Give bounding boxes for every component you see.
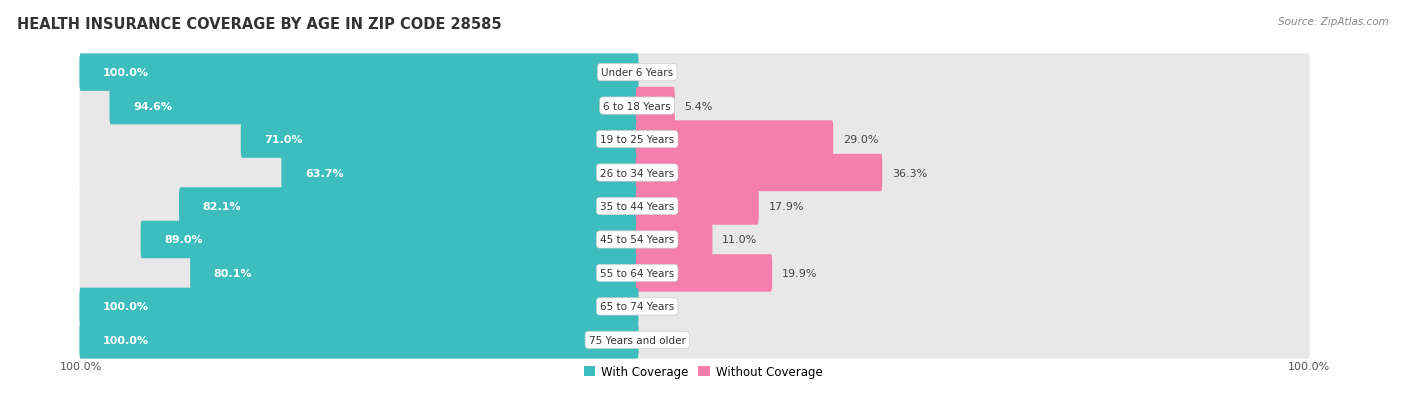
FancyBboxPatch shape [79,321,638,359]
Text: 0.0%: 0.0% [648,68,676,78]
Text: 11.0%: 11.0% [723,235,758,245]
Text: 29.0%: 29.0% [844,135,879,145]
Text: 71.0%: 71.0% [264,135,302,145]
Text: 19 to 25 Years: 19 to 25 Years [600,135,675,145]
Text: 63.7%: 63.7% [305,168,343,178]
Text: 100.0%: 100.0% [103,335,149,345]
Text: Under 6 Years: Under 6 Years [602,68,673,78]
FancyBboxPatch shape [636,54,1310,92]
FancyBboxPatch shape [79,88,638,125]
FancyBboxPatch shape [79,321,638,359]
Text: 45 to 54 Years: 45 to 54 Years [600,235,675,245]
FancyBboxPatch shape [79,154,638,192]
FancyBboxPatch shape [636,121,1310,159]
FancyBboxPatch shape [179,188,638,225]
FancyBboxPatch shape [636,188,1310,225]
Text: 0.0%: 0.0% [648,301,676,312]
FancyBboxPatch shape [79,54,638,92]
Text: 36.3%: 36.3% [891,168,927,178]
FancyBboxPatch shape [636,121,834,159]
FancyBboxPatch shape [636,188,759,225]
Text: 65 to 74 Years: 65 to 74 Years [600,301,675,312]
FancyBboxPatch shape [636,254,772,292]
Text: 100.0%: 100.0% [1288,361,1330,371]
FancyBboxPatch shape [636,288,1310,325]
Text: 17.9%: 17.9% [769,202,804,211]
FancyBboxPatch shape [636,88,1310,125]
Text: HEALTH INSURANCE COVERAGE BY AGE IN ZIP CODE 28585: HEALTH INSURANCE COVERAGE BY AGE IN ZIP … [17,17,502,31]
Text: 80.1%: 80.1% [214,268,252,278]
Text: 82.1%: 82.1% [202,202,242,211]
Text: 89.0%: 89.0% [165,235,202,245]
FancyBboxPatch shape [79,54,638,92]
FancyBboxPatch shape [636,88,675,125]
FancyBboxPatch shape [281,154,638,192]
Text: 26 to 34 Years: 26 to 34 Years [600,168,675,178]
Text: 100.0%: 100.0% [103,301,149,312]
FancyBboxPatch shape [636,154,1310,192]
Text: 100.0%: 100.0% [103,68,149,78]
FancyBboxPatch shape [636,221,1310,259]
Text: 75 Years and older: 75 Years and older [589,335,686,345]
Text: 6 to 18 Years: 6 to 18 Years [603,101,671,112]
Text: 5.4%: 5.4% [685,101,713,112]
FancyBboxPatch shape [79,288,638,325]
FancyBboxPatch shape [636,321,1310,359]
Text: 0.0%: 0.0% [648,335,676,345]
FancyBboxPatch shape [636,221,713,259]
Text: 19.9%: 19.9% [782,268,817,278]
Text: 55 to 64 Years: 55 to 64 Years [600,268,675,278]
FancyBboxPatch shape [79,188,638,225]
FancyBboxPatch shape [141,221,638,259]
Text: 35 to 44 Years: 35 to 44 Years [600,202,675,211]
Text: 94.6%: 94.6% [134,101,172,112]
Text: 100.0%: 100.0% [59,361,103,371]
FancyBboxPatch shape [79,254,638,292]
FancyBboxPatch shape [79,221,638,259]
Text: Source: ZipAtlas.com: Source: ZipAtlas.com [1278,17,1389,26]
FancyBboxPatch shape [240,121,638,159]
FancyBboxPatch shape [190,254,638,292]
FancyBboxPatch shape [79,121,638,159]
FancyBboxPatch shape [110,88,638,125]
FancyBboxPatch shape [79,288,638,325]
FancyBboxPatch shape [636,254,1310,292]
Legend: With Coverage, Without Coverage: With Coverage, Without Coverage [579,360,827,383]
FancyBboxPatch shape [636,154,882,192]
